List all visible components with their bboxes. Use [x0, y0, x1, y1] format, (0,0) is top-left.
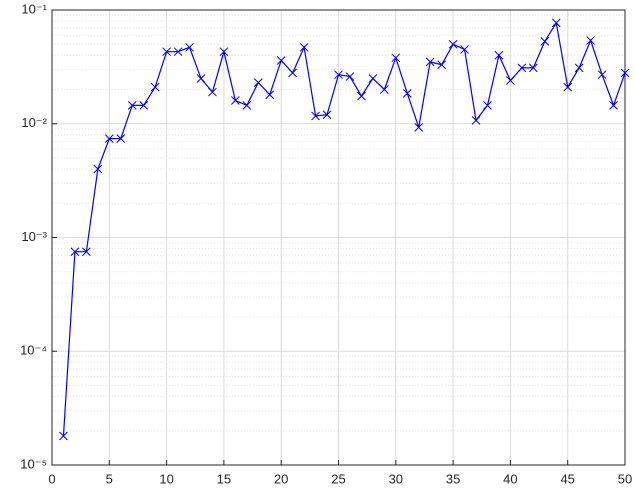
point-marker: [620, 68, 630, 78]
y-tick-label: 10⁻³: [21, 229, 47, 244]
point-marker: [506, 76, 515, 85]
point-marker: [379, 85, 389, 94]
point-marker: [288, 68, 298, 78]
point-marker: [391, 53, 401, 63]
point-marker: [414, 122, 424, 132]
point-marker: [609, 101, 618, 110]
x-tick-label: 45: [560, 471, 574, 486]
point-marker: [253, 78, 263, 87]
point-marker: [471, 116, 481, 125]
x-tick-label: 0: [48, 471, 55, 486]
point-marker: [104, 134, 114, 143]
point-marker: [82, 247, 91, 257]
point-marker: [460, 45, 469, 54]
point-marker: [299, 42, 309, 52]
point-marker: [116, 134, 126, 143]
point-marker: [185, 42, 194, 52]
point-marker: [322, 110, 332, 120]
x-tick-label: 50: [618, 471, 632, 486]
point-marker: [162, 47, 171, 57]
x-tick-label: 15: [217, 471, 231, 486]
point-marker: [196, 74, 206, 83]
point-marker: [494, 50, 504, 60]
point-marker: [448, 39, 458, 49]
point-marker: [368, 74, 378, 83]
series-line: [62, 21, 626, 437]
point-marker: [483, 101, 492, 110]
x-tick-label: 5: [106, 471, 113, 486]
point-marker: [357, 91, 366, 101]
point-marker: [311, 111, 320, 121]
point-marker: [150, 82, 160, 92]
point-marker: [173, 47, 183, 57]
point-marker: [127, 101, 137, 110]
x-tick-label: 20: [274, 471, 288, 486]
point-marker: [563, 82, 573, 92]
point-marker: [59, 431, 68, 441]
point-marker: [219, 47, 229, 57]
point-marker: [276, 56, 286, 65]
point-marker: [139, 101, 149, 110]
y-tick-label: 10⁻²: [21, 115, 47, 130]
x-tick-label: 10: [159, 471, 173, 486]
x-tick-label: 25: [331, 471, 345, 486]
point-marker: [517, 63, 527, 73]
point-marker: [540, 37, 550, 46]
y-tick-label: 10⁻⁵: [20, 456, 47, 471]
point-marker: [551, 18, 561, 28]
plot-box: [51, 9, 626, 466]
point-marker: [437, 60, 446, 70]
y-tick-label: 10⁻⁴: [20, 343, 47, 358]
point-marker: [208, 87, 217, 97]
point-marker: [265, 90, 275, 100]
point-marker: [528, 63, 538, 73]
point-marker: [70, 247, 80, 257]
point-marker: [586, 36, 595, 45]
x-tick-label: 30: [389, 471, 403, 486]
point-marker: [345, 72, 355, 81]
point-marker: [402, 89, 412, 98]
point-marker: [93, 164, 103, 174]
point-marker: [597, 70, 607, 80]
x-tick-label: 35: [446, 471, 460, 486]
x-tick-label: 40: [503, 471, 517, 486]
y-tick-label: 10⁻¹: [21, 1, 47, 16]
point-marker: [574, 63, 584, 73]
point-marker: [425, 57, 435, 67]
point-marker: [231, 96, 240, 105]
point-marker: [242, 101, 252, 110]
point-marker: [334, 70, 343, 80]
